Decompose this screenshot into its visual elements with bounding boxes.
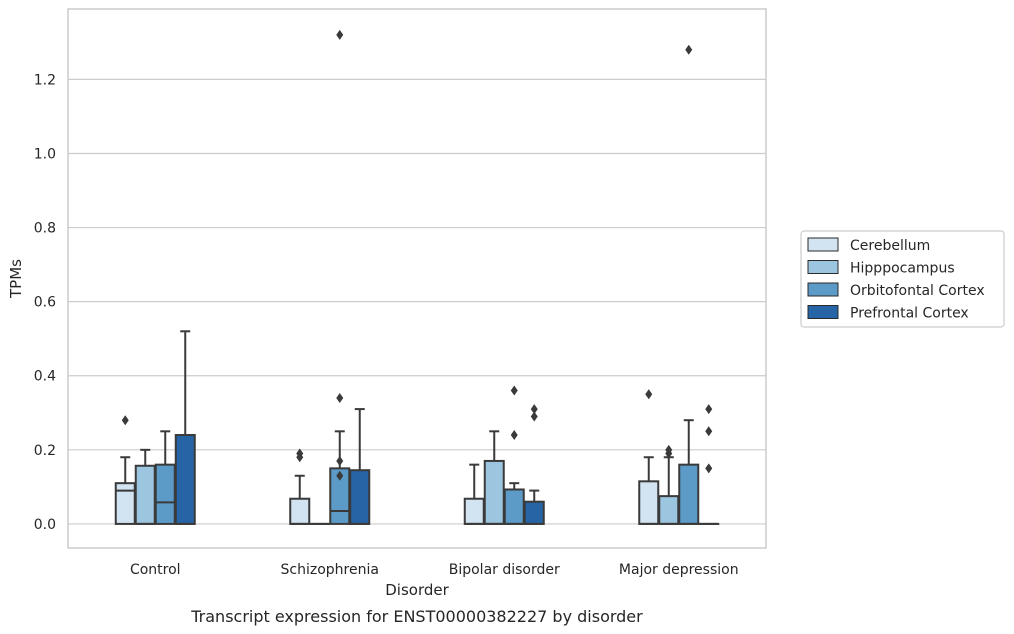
legend-label: Prefrontal Cortex (850, 306, 969, 322)
box-2-1 (329, 29, 351, 525)
y-tick-label: 0.2 (34, 443, 56, 459)
legend-item: Orbitofontal Cortex (807, 282, 985, 299)
box-0-3 (638, 389, 660, 525)
x-tick-label: Bipolar disorder (449, 562, 560, 578)
legend-label: Orbitofontal Cortex (850, 283, 985, 299)
y-tick-label: 1.2 (34, 72, 56, 88)
box-body (658, 495, 680, 525)
outlier-point (121, 415, 129, 426)
plot-frame (67, 8, 767, 549)
box-0-1 (289, 448, 311, 525)
outlier-point (705, 426, 713, 437)
x-axis-label: Disorder (385, 581, 449, 599)
box-3-0 (174, 330, 196, 525)
y-tick-label: 0.4 (34, 369, 56, 385)
box-2-3 (678, 44, 700, 525)
x-tick-label: Schizophrenia (281, 562, 379, 578)
x-tick-labels: Control Schizophrenia Bipolar disorder Majo… (130, 562, 739, 578)
x-tick-label: Control (130, 562, 181, 578)
box-body (463, 497, 485, 525)
outlier-point (645, 389, 653, 400)
legend-label: Cerebellum (850, 238, 930, 254)
y-tick-label: 1.0 (34, 146, 56, 162)
box-1-3 (658, 444, 680, 525)
box-body (523, 500, 545, 525)
y-tick-label: 0.6 (34, 295, 56, 311)
box-1-0 (134, 448, 156, 525)
box-body (154, 463, 176, 525)
outlier-point (336, 392, 344, 403)
box-body (503, 488, 525, 525)
legend-item: Hipppocampus (807, 260, 955, 277)
legend-swatch (807, 237, 839, 252)
y-tick-label: 0.8 (34, 221, 56, 237)
outlier-point (530, 411, 538, 422)
outlier-point (336, 29, 344, 40)
outlier-point (336, 470, 344, 481)
outlier-point (510, 430, 518, 441)
outlier-point (685, 44, 693, 55)
box-body (678, 463, 700, 525)
outlier-point (665, 444, 673, 455)
outlier-point (336, 455, 344, 466)
box-0-0 (114, 415, 136, 525)
box-0-2 (463, 463, 485, 525)
box-2-2 (503, 385, 525, 525)
box-body (483, 459, 505, 525)
outlier-point (705, 404, 713, 415)
x-tick-label: Major depression (619, 562, 739, 578)
box-3-2 (523, 404, 545, 525)
box-body (174, 434, 196, 525)
legend-frame (800, 230, 1005, 328)
box-body (289, 497, 311, 525)
box-2-0 (154, 430, 176, 525)
legend-item: Prefrontal Cortex (807, 305, 969, 322)
outlier-point (530, 404, 538, 415)
outlier-point (510, 385, 518, 396)
outlier-point (296, 448, 304, 459)
legend-swatch (807, 305, 839, 319)
box-3-1 (349, 408, 371, 525)
box-body (349, 469, 371, 525)
chart-caption: Transcript expression for ENST0000038222… (190, 607, 643, 626)
gridlines (68, 78, 766, 525)
outlier-point (705, 463, 713, 474)
legend-swatch (807, 282, 839, 297)
y-tick-labels: 0.0 0.2 0.4 0.6 0.8 1.0 1.2 (34, 72, 56, 533)
box-layer (114, 29, 720, 525)
box-3-3 (698, 404, 720, 525)
box-body (134, 464, 156, 525)
legend: Cerebellum Hipppocampus Orbitofontal Corte… (800, 230, 1005, 328)
legend-item: Cerebellum (807, 237, 930, 254)
box-body (638, 480, 660, 525)
y-axis-label: TPMs (7, 259, 25, 299)
legend-label: Hipppocampus (850, 261, 955, 277)
box-1-2 (483, 430, 505, 525)
box-body (114, 482, 136, 525)
legend-swatch (807, 260, 839, 274)
y-tick-label: 0.0 (34, 517, 56, 533)
